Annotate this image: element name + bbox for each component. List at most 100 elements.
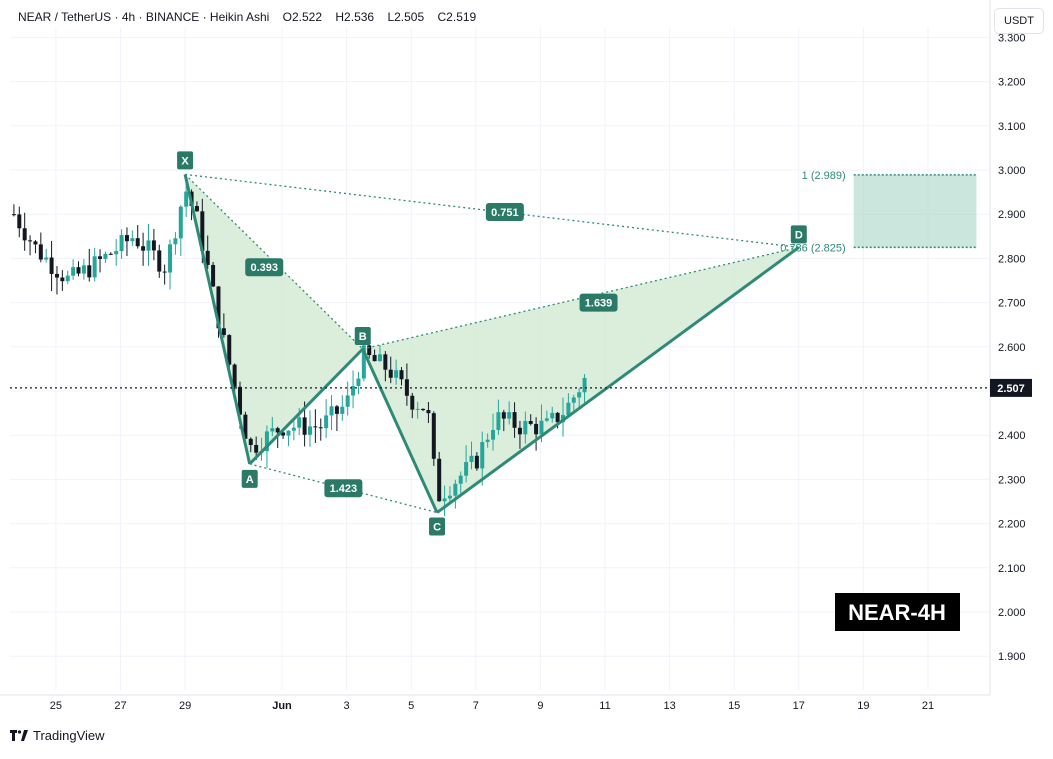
candle-body: [480, 442, 485, 469]
candle-body: [324, 415, 329, 429]
leg-cd: [436, 246, 800, 514]
candle-body: [383, 354, 388, 370]
ratio-line-xd: [185, 173, 799, 248]
candle-body: [38, 244, 43, 260]
candle-body: [507, 412, 512, 419]
candle-body: [345, 395, 350, 407]
tradingview-logo[interactable]: TradingView: [10, 728, 105, 743]
ratio-badge: [485, 202, 524, 221]
axes: 3.300 3.200 3.100 3.000 2.900 2.800 2.700 2.600…: [0, 0, 1032, 712]
y-tick-label: 2.900: [998, 209, 1026, 221]
candle-body: [291, 427, 296, 431]
candle-body: [264, 431, 269, 452]
candle-body: [318, 427, 323, 429]
candle-body: [307, 426, 312, 435]
candle-body: [124, 235, 129, 242]
candle-body: [76, 267, 81, 274]
candle-body: [453, 483, 458, 496]
point-marker-d: [790, 225, 807, 244]
candle-body: [491, 429, 496, 440]
candle-body: [205, 250, 210, 265]
exchange: BINANCE: [145, 10, 200, 24]
candle-body: [501, 412, 506, 419]
ohlc-open: O2.522: [282, 10, 323, 24]
candle-body: [151, 240, 156, 251]
candle-body: [227, 335, 232, 365]
candle-body: [108, 253, 113, 255]
leg-ab: [248, 347, 364, 465]
ratio-label: 1.639: [585, 298, 613, 310]
candle-body: [173, 238, 178, 245]
candle-body: [114, 251, 119, 255]
ratio-badge: [324, 479, 363, 498]
candle-body: [442, 498, 447, 502]
point-marker-c: [429, 517, 446, 536]
point-marker-a: [241, 469, 258, 488]
candle-body: [211, 264, 216, 287]
point-label-c: C: [433, 522, 441, 534]
candle-body: [415, 408, 420, 410]
candle-body: [517, 427, 522, 435]
candle-body: [184, 191, 189, 207]
candle-body: [544, 418, 549, 421]
candle-body: [469, 455, 474, 463]
target-zone: 1 (2.989) 0.786 (2.825): [780, 170, 977, 254]
candle-body: [17, 214, 22, 229]
x-tick-label: 5: [408, 700, 414, 712]
x-tick-label: Jun: [272, 700, 292, 712]
bcd-triangle: [362, 247, 799, 513]
ohlc-high: H2.536: [335, 10, 375, 24]
candle-body: [539, 420, 544, 435]
candle-body: [60, 277, 65, 282]
grid: [10, 28, 990, 690]
candle-body: [81, 265, 86, 274]
x-tick-label: 25: [50, 700, 62, 712]
x-tick-label: 27: [114, 700, 126, 712]
y-tick-label: 3.300: [998, 32, 1026, 44]
candle-body: [394, 370, 399, 378]
ratio-line-xb: [184, 173, 364, 350]
candle-body: [534, 423, 539, 435]
y-tick-label: 1.900: [998, 651, 1026, 663]
candle-body: [33, 241, 38, 245]
candle-body: [103, 253, 108, 259]
candle-body: [528, 420, 533, 424]
interval[interactable]: 4h: [121, 10, 136, 24]
x-tick-label: 21: [922, 700, 934, 712]
symbol-name[interactable]: NEAR / TetherUS: [18, 10, 112, 24]
candle-body: [28, 240, 33, 242]
candle-body: [372, 355, 377, 362]
pattern-lines: [10, 173, 990, 514]
candle-body: [571, 397, 576, 403]
point-label-d: D: [795, 229, 803, 241]
x-tick-label: 15: [728, 700, 740, 712]
candle-body: [119, 235, 124, 252]
candle-body: [248, 438, 253, 445]
candle-body: [485, 439, 490, 443]
candle-body: [464, 462, 469, 476]
candle-body: [49, 257, 54, 274]
y-tick-label: 2.400: [998, 430, 1026, 442]
zone-upper-label: 1 (2.989): [802, 170, 846, 182]
candle-body: [146, 240, 151, 251]
candle-body: [221, 328, 226, 336]
brand-name: TradingView: [33, 728, 105, 743]
ratio-badge: [579, 293, 618, 312]
candle-body: [297, 417, 302, 428]
candle-body: [340, 406, 345, 414]
watermark-box: [835, 593, 960, 631]
chart-style[interactable]: Heikin Ashi: [209, 10, 270, 24]
currency-button[interactable]: USDT: [994, 8, 1044, 34]
candle-body: [141, 246, 146, 251]
candle-body: [550, 412, 555, 419]
candle-body: [162, 271, 167, 273]
candle-body: [270, 428, 275, 432]
y-tick-label: 2.200: [998, 519, 1026, 531]
y-tick-label: 3.000: [998, 165, 1026, 177]
candle-body: [577, 392, 582, 398]
y-tick-label: 3.200: [998, 77, 1026, 89]
candle-body: [555, 412, 560, 423]
last-price-tag: [990, 378, 1032, 397]
